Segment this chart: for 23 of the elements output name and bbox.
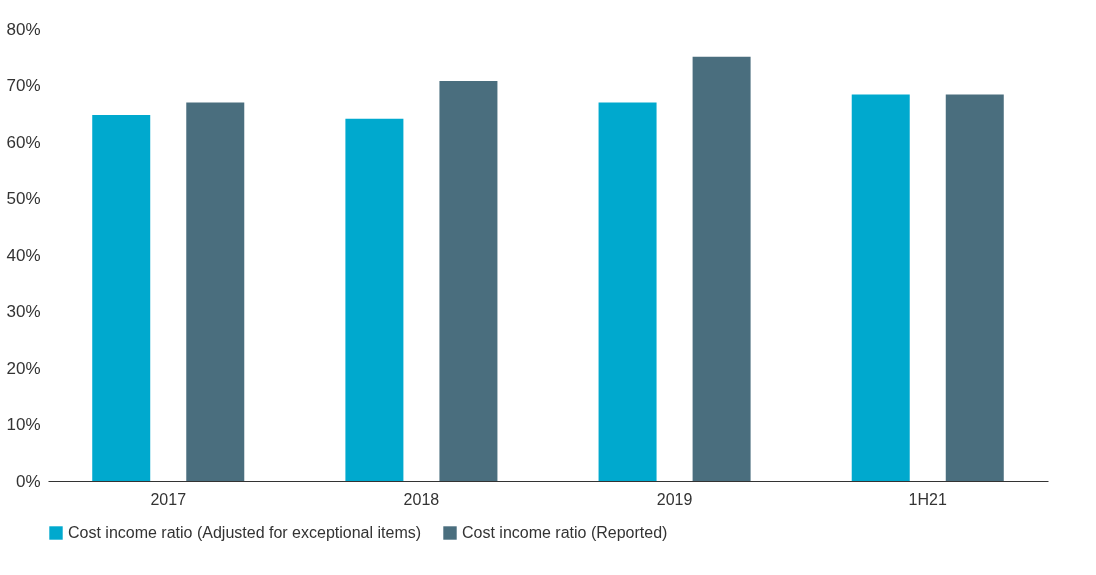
- x-tick-label: 2019: [656, 490, 693, 508]
- y-tick-label: 80%: [6, 19, 41, 39]
- x-tick-label: 1H21: [908, 490, 947, 508]
- bar: [439, 80, 498, 481]
- y-tick-label: 0%: [15, 471, 41, 491]
- x-tick-label: 2018: [403, 490, 440, 508]
- bar: [851, 94, 910, 481]
- y-tick-label: 30%: [6, 302, 41, 321]
- bar: [598, 102, 657, 481]
- y-tick-label: 10%: [6, 415, 41, 434]
- y-tick-label: 70%: [6, 76, 41, 95]
- legend-label: Cost income ratio (Reported): [462, 524, 668, 541]
- bar: [92, 114, 151, 481]
- bar: [345, 118, 404, 481]
- bar: [186, 102, 245, 481]
- y-tick-label: 40%: [6, 245, 41, 265]
- y-tick-label: 50%: [6, 189, 41, 208]
- y-tick-label: 20%: [6, 358, 41, 378]
- y-tick-label: 60%: [6, 132, 41, 152]
- bar: [945, 94, 1004, 481]
- bar: [692, 56, 751, 481]
- legend-label: Cost income ratio (Adjusted for exceptional items): [68, 524, 422, 541]
- x-tick-label: 2017: [150, 490, 187, 508]
